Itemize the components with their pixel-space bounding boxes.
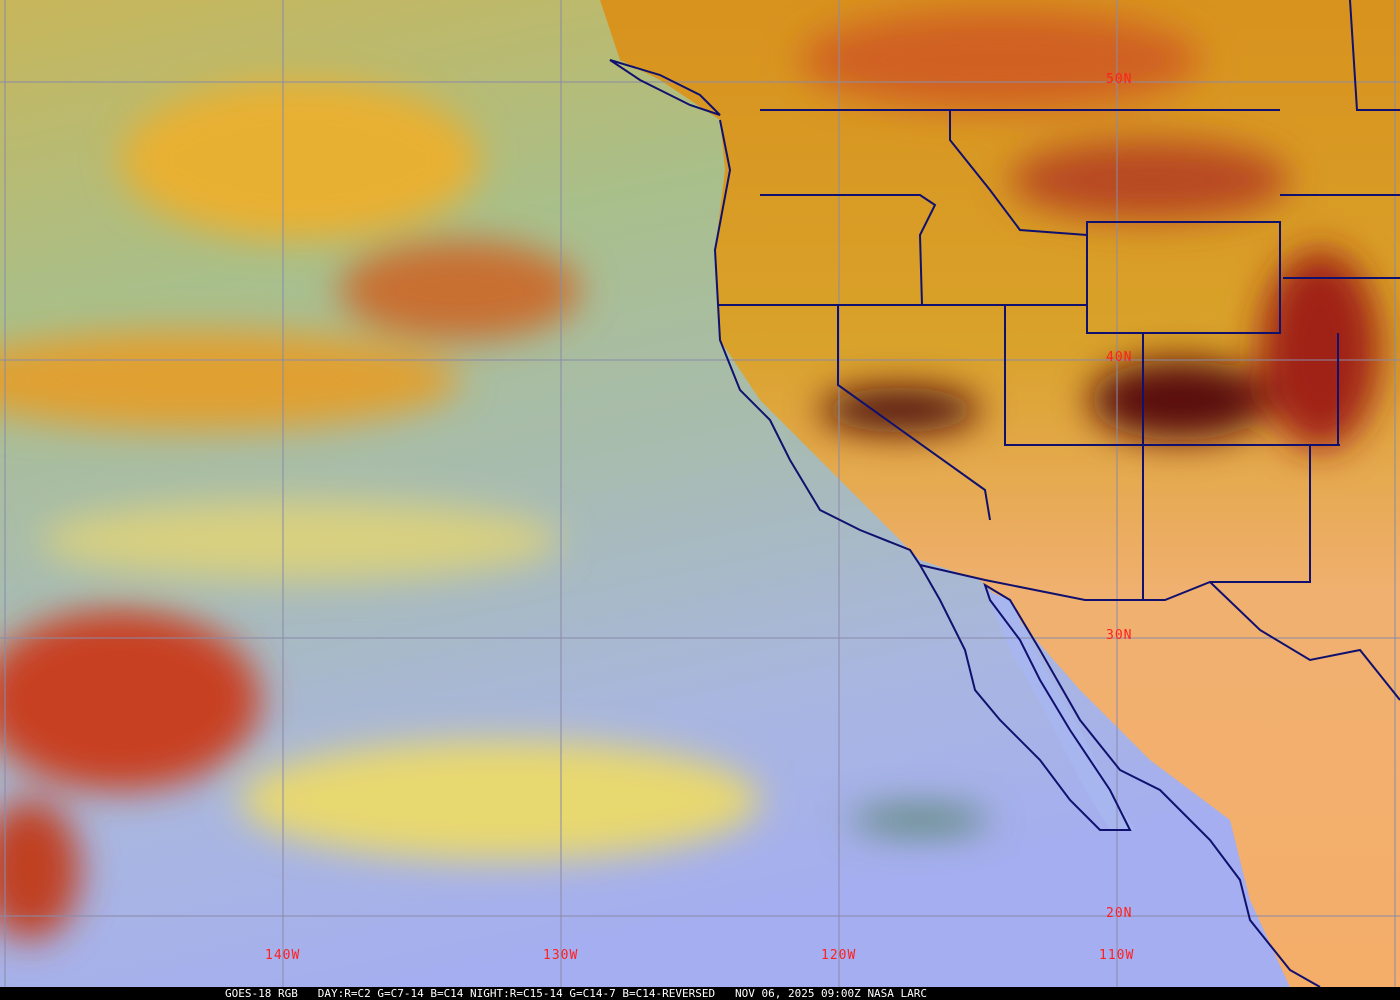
lon-label-140w: 140W <box>265 948 301 963</box>
lat-label-30n: 30N <box>1106 628 1133 643</box>
caption-recipe: DAY:R=C2 G=C7-14 B=C14 NIGHT:R=C15-14 G=… <box>317 987 716 1000</box>
vancouver-island <box>609 59 721 116</box>
lat-label-50n: 50N <box>1106 72 1133 87</box>
coastline <box>713 119 1321 987</box>
cloud-features <box>0 10 1380 940</box>
lon-label-120w: 120W <box>821 948 857 963</box>
lon-label-110w: 110W <box>1099 948 1135 963</box>
caption-bar: GOES-18 RGB DAY:R=C2 G=C7-14 B=C14 NIGHT… <box>0 987 1400 1000</box>
land-mass <box>600 0 1400 987</box>
political-borders <box>609 0 1400 987</box>
state-borders <box>718 0 1400 701</box>
lat-label-20n: 20N <box>1106 906 1133 921</box>
caption-source: NASA LARC <box>867 987 928 1000</box>
lat-label-40n: 40N <box>1106 350 1133 365</box>
caption-satellite: GOES-18 RGB <box>225 987 298 1000</box>
lon-label-130w: 130W <box>543 948 579 963</box>
caption-datetime: NOV 06, 2025 09:00Z <box>734 987 861 1000</box>
